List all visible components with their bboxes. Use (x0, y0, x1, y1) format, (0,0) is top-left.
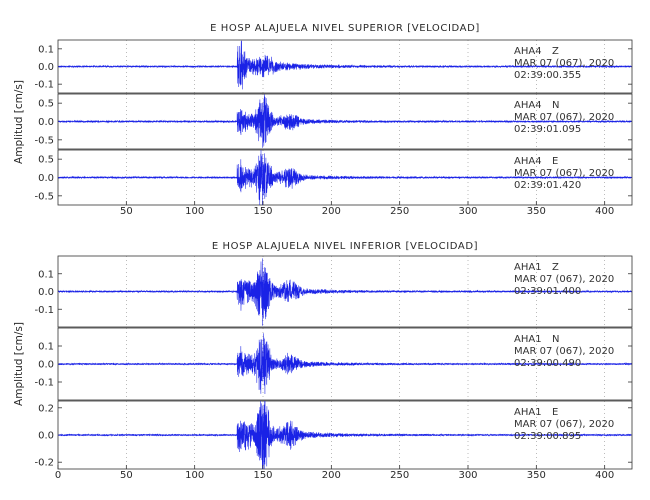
record-time: 02:39:00.490 (514, 358, 581, 369)
record-time: 02:39:00.895 (514, 431, 581, 442)
chart-panel-2: E HOSP ALAJUELA NIVEL INFERIOR [VELOCIDA… (13, 241, 633, 481)
y-tick-label: -0.5 (34, 191, 54, 202)
x-tick-label: 0 (55, 470, 61, 481)
component-label: E (552, 407, 558, 418)
record-time: 02:39:01.420 (514, 180, 581, 191)
waveform-trace (58, 149, 632, 206)
record-date: MAR 07 (067), 2020 (514, 112, 614, 123)
x-tick-label: 100 (185, 206, 204, 217)
record-time: 02:39:00.355 (514, 70, 581, 81)
y-tick-label: 0.1 (38, 44, 54, 55)
x-tick-label: 200 (322, 206, 341, 217)
chart-title: E HOSP ALAJUELA NIVEL INFERIOR [VELOCIDA… (212, 241, 478, 252)
component-label: Z (552, 46, 559, 57)
y-tick-label: 0.0 (38, 431, 54, 442)
station-label: AHA4 (514, 100, 542, 111)
y-tick-label: -0.2 (34, 458, 54, 469)
x-tick-label: 150 (253, 206, 272, 217)
x-tick-label: 250 (390, 206, 409, 217)
station-label: AHA4 (514, 156, 542, 167)
y-tick-label: 0.1 (38, 269, 54, 280)
y-tick-label: 0.0 (38, 117, 54, 128)
waveform-trace (58, 258, 632, 326)
x-tick-label: 350 (527, 206, 546, 217)
x-tick-label: 300 (458, 206, 477, 217)
component-label: N (552, 100, 559, 111)
station-label: AHA1 (514, 262, 542, 273)
y-tick-label: 0.0 (38, 62, 54, 73)
x-tick-label: 400 (595, 206, 614, 217)
chart-title: E HOSP ALAJUELA NIVEL SUPERIOR [VELOCIDA… (210, 23, 480, 34)
component-label: Z (552, 262, 559, 273)
y-axis-label: Amplitud [cm/s] (13, 80, 25, 164)
record-date: MAR 07 (067), 2020 (514, 419, 614, 430)
y-tick-label: 0.1 (38, 342, 54, 353)
component-label: N (552, 334, 559, 345)
y-tick-label: 0.0 (38, 173, 54, 184)
record-date: MAR 07 (067), 2020 (514, 274, 614, 285)
waveform-trace (58, 94, 632, 148)
station-label: AHA4 (514, 46, 542, 57)
x-tick-label: 50 (120, 206, 133, 217)
waveform-trace (58, 40, 632, 90)
y-tick-label: -0.1 (34, 305, 54, 316)
y-tick-label: 0.2 (38, 403, 54, 414)
y-tick-label: -0.5 (34, 135, 54, 146)
record-date: MAR 07 (067), 2020 (514, 346, 614, 357)
x-tick-label: 150 (253, 470, 272, 481)
y-tick-label: -0.1 (34, 378, 54, 389)
record-time: 02:39:01.095 (514, 124, 581, 135)
record-time: 02:39:01.400 (514, 286, 581, 297)
y-tick-label: 0.0 (38, 287, 54, 298)
x-tick-label: 200 (322, 470, 341, 481)
station-label: AHA1 (514, 407, 542, 418)
x-tick-label: 400 (595, 470, 614, 481)
y-tick-label: 0.5 (38, 99, 54, 110)
y-tick-label: -0.1 (34, 80, 54, 91)
record-date: MAR 07 (067), 2020 (514, 58, 614, 69)
record-date: MAR 07 (067), 2020 (514, 168, 614, 179)
station-label: AHA1 (514, 334, 542, 345)
y-tick-label: 0.5 (38, 155, 54, 166)
x-tick-label: 250 (390, 470, 409, 481)
waveform-trace (58, 400, 632, 470)
waveform-trace (58, 333, 632, 394)
chart-panel-1: E HOSP ALAJUELA NIVEL SUPERIOR [VELOCIDA… (13, 23, 633, 217)
component-label: E (552, 156, 558, 167)
x-tick-label: 100 (185, 470, 204, 481)
x-tick-label: 350 (527, 470, 546, 481)
x-tick-label: 50 (120, 470, 133, 481)
y-tick-label: 0.0 (38, 360, 54, 371)
x-tick-label: 300 (458, 470, 477, 481)
y-axis-label: Amplitud [cm/s] (13, 322, 25, 406)
